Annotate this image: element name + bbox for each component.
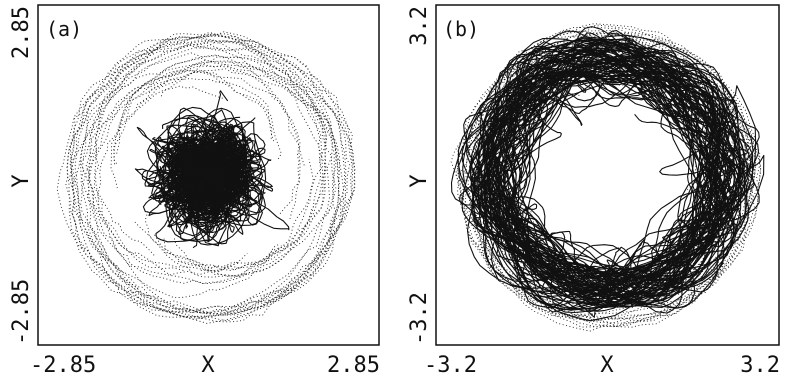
panel-a: (a) -2.85 X 2.85 -2.85 Y 2.85: [9, 4, 380, 378]
trajectory-solid-segment: [485, 26, 765, 311]
trajectory-dotted-segment: [56, 39, 342, 318]
trajectory-dotted-segment: [69, 36, 345, 320]
panel-a-x-tick-min: -2.85: [30, 353, 96, 378]
trajectory-solid-segment: [463, 52, 733, 298]
panel-b: (b) -3.2 X 3.2 -3.2 Y 3.2: [407, 4, 780, 378]
trajectory-dotted-segment: [80, 31, 346, 315]
panel-a-label: (a): [46, 17, 82, 41]
panel-b-y-tick-max: 3.2: [407, 6, 432, 46]
panel-a-y-tick-max: 2.85: [9, 6, 34, 59]
panel-a-trajectory: [56, 31, 356, 324]
trajectory-dotted-segment: [70, 40, 353, 322]
panel-a-x-axis-label: X: [201, 353, 215, 378]
panel-b-y-axis-label: Y: [407, 174, 432, 187]
trajectory-solid-segment: [145, 107, 267, 245]
trajectory-dotted-segment: [68, 35, 340, 319]
trajectory-dotted-segment: [70, 40, 337, 314]
trajectory-solid-segment: [469, 37, 746, 307]
panel-a-x-tick-max: 2.85: [327, 353, 380, 378]
trajectory-dotted-segment: [88, 35, 356, 314]
trajectory-dotted-segment: [450, 30, 756, 332]
panel-b-trajectory: [450, 23, 765, 332]
trajectory-dotted-segment: [74, 33, 350, 315]
panel-a-y-tick-min: -2.85: [9, 279, 34, 345]
trajectory-dotted-segment: [79, 40, 354, 313]
panel-b-x-tick-max: 3.2: [740, 353, 780, 378]
trajectory-solid-segment: [167, 114, 259, 234]
trajectory-dotted-segment: [80, 33, 356, 316]
trajectory-solid-segment: [157, 124, 254, 233]
panel-a-y-axis-label: Y: [9, 174, 34, 187]
trajectory-solid-segment: [461, 39, 754, 309]
panel-b-x-tick-min: -3.2: [424, 353, 477, 378]
panel-b-y-tick-min: -3.2: [407, 292, 432, 345]
panel-b-label: (b): [443, 17, 479, 41]
trajectory-dotted-segment: [74, 45, 347, 324]
panel-b-x-axis-label: X: [600, 353, 614, 378]
